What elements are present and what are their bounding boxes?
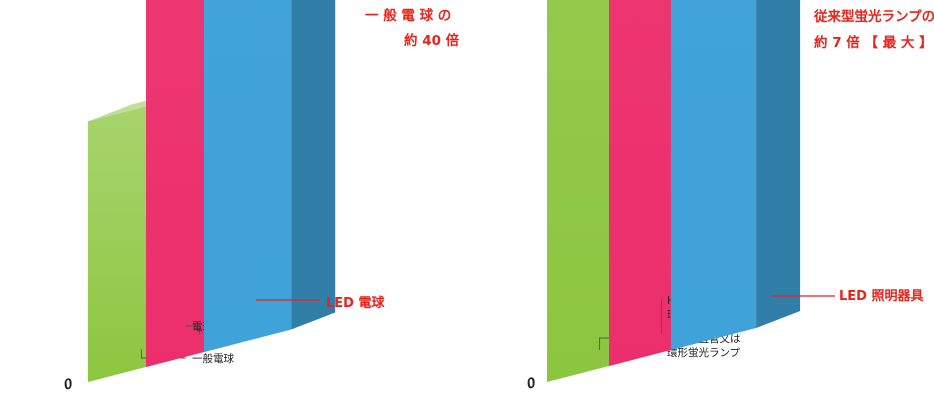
series-label: LED 電球	[326, 295, 385, 311]
bar-front-face	[204, 0, 292, 352]
series-label: LED 照明器具	[839, 289, 923, 304]
headline-line-1: 一 般 電 球 の	[365, 7, 451, 24]
category-callout-line	[661, 299, 662, 334]
headline-line-2: 約 7 倍 【 最 大 】	[814, 34, 933, 51]
bar-side-face	[291, 0, 336, 330]
y-tick-label: 0	[525, 374, 538, 393]
bar-side-face	[756, 0, 801, 328]
y-tick-label: 0	[62, 375, 75, 394]
category-callout-line	[186, 325, 200, 335]
bar-front-face	[670, 0, 757, 350]
bar	[204, 0, 336, 352]
headline-line-1: 従来型蛍光ランプの	[813, 8, 934, 25]
bar	[670, 0, 801, 350]
chart-left: 0500010000150002000025000300003500040000…	[62, 0, 467, 394]
category-label: 一般電球	[192, 352, 234, 365]
headline-line-2: 約 40 倍 【最大】	[404, 32, 467, 49]
chart-right: 0500010000150002000025000300003500040000…	[525, 0, 934, 393]
category-label: 環形蛍光ランプ	[667, 346, 741, 359]
